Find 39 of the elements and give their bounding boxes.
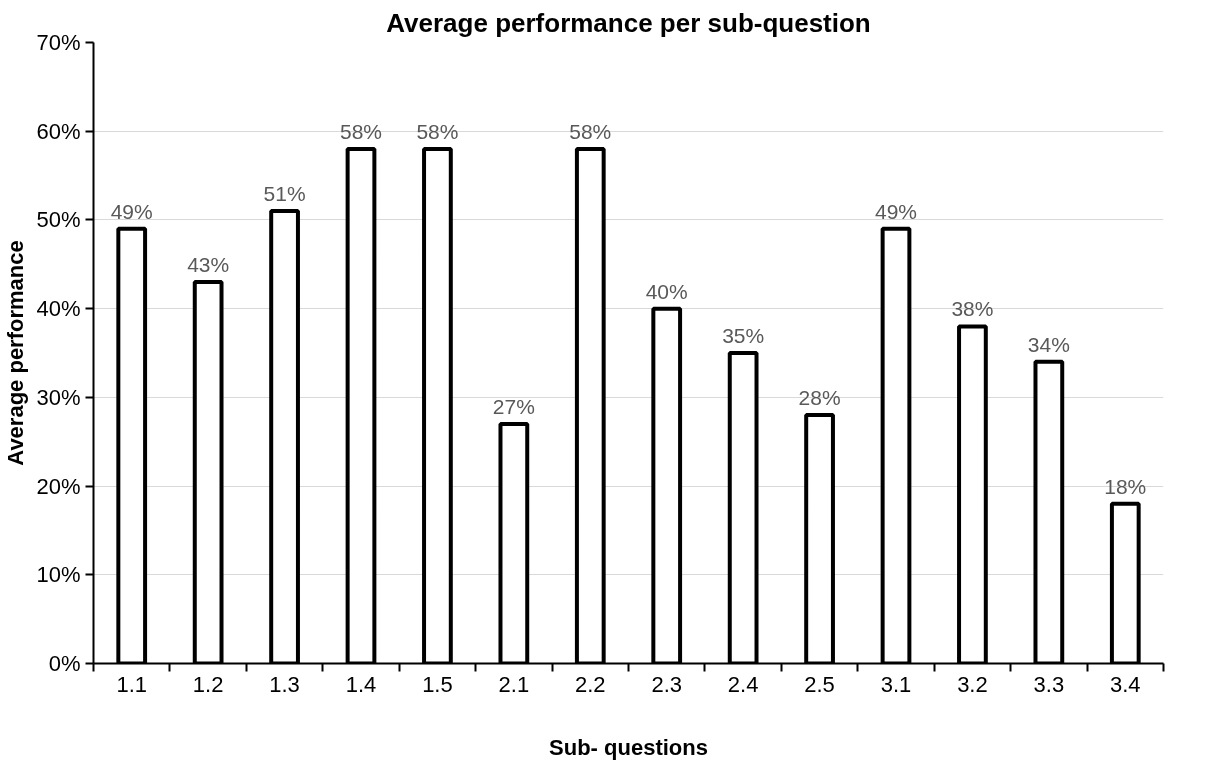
y-tick-label: 50% [36, 207, 81, 233]
data-label: 51% [263, 182, 306, 206]
x-tick-label: 2.1 [498, 671, 530, 697]
x-tick-label: 3.4 [1109, 671, 1141, 697]
y-tick-label: 10% [36, 562, 81, 588]
data-label: 58% [339, 119, 383, 143]
y-tick-label: 40% [36, 296, 81, 322]
data-label: 49% [874, 199, 918, 223]
x-tick-label: 2.5 [804, 671, 835, 697]
data-label: 58% [569, 119, 612, 143]
x-tick-label: 1.3 [269, 671, 300, 697]
x-axis-title: Sub- questions [549, 734, 708, 760]
data-label: 58% [416, 119, 459, 143]
data-label: 49% [110, 199, 153, 223]
x-tick-label: 3.1 [880, 671, 912, 697]
data-label: 34% [1027, 332, 1070, 356]
y-tick-label: 60% [36, 118, 81, 144]
x-tick-label: 3.2 [957, 671, 988, 697]
x-tick-label: 2.4 [727, 671, 759, 697]
x-tick-label: 2.2 [574, 671, 606, 697]
data-label: 43% [187, 253, 230, 277]
data-label: 28% [798, 386, 841, 410]
x-tick-label: 2.3 [651, 671, 683, 697]
chart-title: Average performance per sub-question [386, 7, 871, 38]
y-tick-label: 20% [36, 473, 81, 499]
data-label: 40% [645, 279, 688, 303]
data-label: 38% [951, 297, 994, 321]
y-tick-label: 30% [36, 384, 81, 410]
data-label: 35% [722, 324, 765, 347]
x-tick-label: 1.1 [116, 671, 148, 697]
data-label: 27% [492, 394, 535, 418]
y-tick-label: 70% [36, 30, 81, 55]
y-axis-title: Average performance [3, 240, 29, 466]
x-tick-label: 1.4 [345, 671, 377, 697]
y-tick-label: 0% [48, 651, 81, 676]
x-tick-label: 1.2 [192, 671, 224, 697]
data-label: 18% [1104, 474, 1147, 498]
x-tick-label: 1.5 [422, 671, 453, 697]
x-tick-label: 3.3 [1033, 671, 1065, 697]
